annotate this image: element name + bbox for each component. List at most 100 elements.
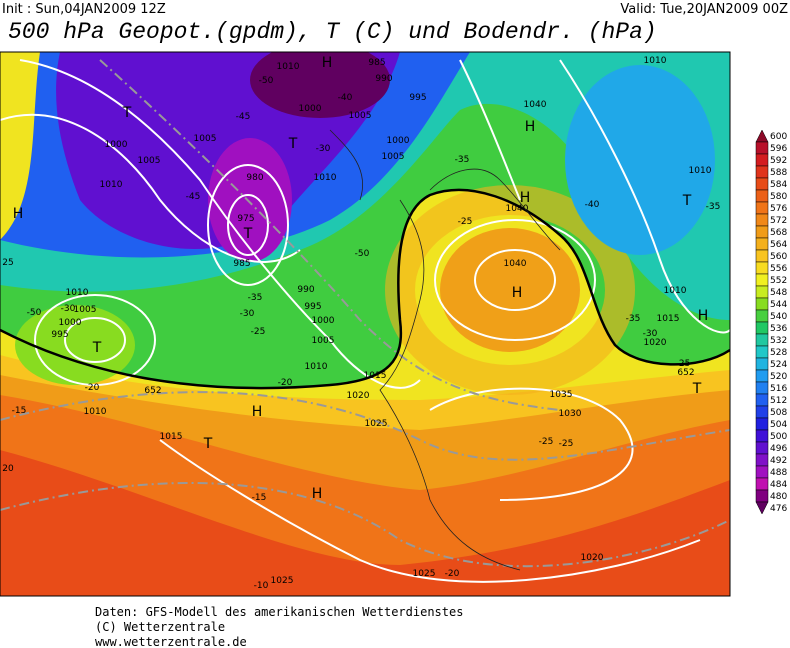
contour-label: -30 [643,329,658,339]
region [385,185,635,395]
contour-label: 1015 [364,371,387,381]
pressure-center: T [692,381,702,397]
region [250,52,390,118]
contour-label: 1000 [387,136,410,146]
contour-label: -15 [12,406,27,416]
colorbar-cell [755,297,769,311]
contour-label: 995 [51,330,68,340]
colorbar-label: 588 [770,168,787,178]
contour-label: -10 [254,581,269,591]
contour-label: 1010 [305,362,328,372]
contour-label: -30 [240,309,255,319]
contour-label: 990 [297,285,314,295]
contour-label: 1025 [413,569,436,579]
contour-label: -15 [252,493,267,503]
contour-label: -35 [248,293,263,303]
pressure-center: H [520,190,531,206]
contour-label: 1015 [657,314,680,324]
contour-label: 1005 [194,134,217,144]
contour-label: 1000 [59,318,82,328]
contour-label: 1020 [644,338,667,348]
pressure-center: H [252,404,263,420]
contour-label: -50 [355,249,370,259]
colorbar-cell [755,189,769,203]
pressure-center: H [512,285,523,301]
colorbar-label: 548 [770,288,787,298]
contour-label: 1020 [581,553,604,563]
contour-label: -35 [455,155,470,165]
colorbar-cell [755,153,769,167]
contour-label: 25 [2,258,13,268]
contour-label: -45 [236,112,251,122]
colorbar-label: 572 [770,216,787,226]
contour-label: 1005 [74,305,97,315]
colorbar-label: 512 [770,396,787,406]
colorbar-cell [755,489,769,503]
isotherms [0,59,730,568]
colorbar-cell [755,129,769,143]
colorbar-label: 536 [770,324,787,334]
contour-label: -25 [458,217,473,227]
colorbar-label: 564 [770,240,787,250]
contour-label: 1010 [664,286,687,296]
colorbar-label: 516 [770,384,787,394]
colorbar-label: 576 [770,204,787,214]
colorbar-label: 584 [770,180,787,190]
contour-label: -40 [338,93,353,103]
contour-label: 1010 [689,166,712,176]
pressure-center: T [243,226,253,242]
colorbar-label: 528 [770,348,787,358]
contour-label: -40 [585,200,600,210]
colorbar-cell [755,165,769,179]
contour-label: 20 [2,464,14,474]
colorbar-cell [755,381,769,395]
footer-line: Daten: GFS-Modell des amerikanischen Wet… [95,605,463,619]
contour-label: 995 [409,93,426,103]
map-title: 500 hPa Geopot.(gpdm), T (C) und Bodendr… [8,19,657,45]
contour-label: -25 [539,437,554,447]
contour-label: 1010 [84,407,107,417]
colorbar-cell [755,429,769,443]
colorbar-label: 560 [770,252,787,262]
contour-label: 990 [375,74,392,84]
pressure-center: T [92,340,102,356]
colorbar-cell [755,237,769,251]
colorbar-label: 524 [770,360,787,370]
colorbar-cell [755,441,769,455]
colorbar-label: 596 [770,144,787,154]
colorbar-label: 496 [770,444,787,454]
footer-line: (C) Wetterzentrale [95,620,225,634]
colorbar-label: 544 [770,300,787,310]
region [565,65,715,255]
contour-label: 985 [233,259,250,269]
colorbar-cell [755,357,769,371]
pressure-center: H [312,486,323,502]
contour-label: -20 [278,378,293,388]
contour-552 [0,188,730,390]
colorbar-cell [755,501,769,515]
colorbar-cell [755,141,769,155]
contour-label: 1000 [312,316,335,326]
contour-label: 1040 [504,259,527,269]
pressure-center: T [682,193,692,209]
contour-label: 1000 [299,104,322,114]
colorbar-cell [755,453,769,467]
colorbar-cell [755,177,769,191]
contour-label: 1020 [347,391,370,401]
colorbar-cell [755,405,769,419]
colorbar-label: 556 [770,264,787,274]
contour-label: 975 [237,214,254,224]
colorbar-cell [755,309,769,323]
colorbar-cell [755,261,769,275]
colorbar-label: 492 [770,456,787,466]
colorbar-cell [755,465,769,479]
colorbar-cell [755,393,769,407]
colorbar-label: 484 [770,480,787,490]
colorbar-cell [755,285,769,299]
colorbar-label: 592 [770,156,787,166]
pressure-center: T [203,436,213,452]
contour-label: 652 [677,368,694,378]
contour-label: 1040 [524,100,547,110]
contour-label: 1000 [105,140,128,150]
